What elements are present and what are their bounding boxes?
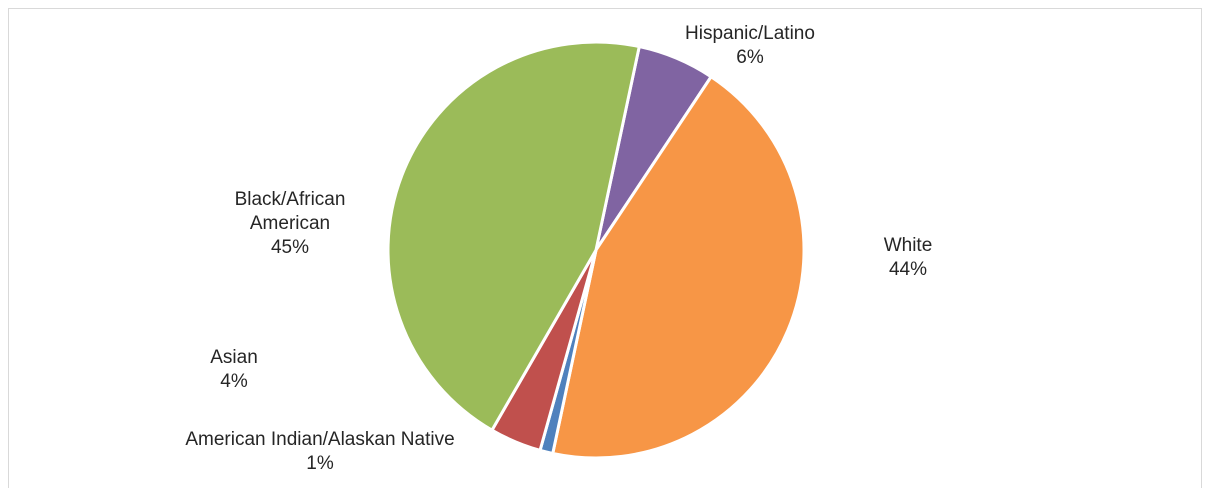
slice-black-african-american — [386, 40, 641, 432]
label-hispanic-latino-name: Hispanic/Latino — [685, 23, 815, 44]
label-black-african-american: Black/African American 45% — [200, 188, 380, 260]
label-asian-pct: 4% — [220, 371, 248, 392]
label-american-indian-pct: 1% — [306, 453, 334, 474]
label-white-name: White — [883, 235, 933, 256]
label-american-indian: American Indian/Alaskan Native 1% — [150, 428, 490, 476]
chart-frame — [8, 8, 1202, 488]
label-black-name-2: American — [249, 213, 331, 234]
label-american-indian-name: American Indian/Alaskan Native — [185, 429, 455, 450]
label-hispanic-latino: Hispanic/Latino 6% — [660, 22, 840, 70]
label-hispanic-latino-pct: 6% — [736, 47, 764, 68]
label-asian: Asian 4% — [184, 346, 284, 394]
label-white-pct: 44% — [888, 259, 928, 280]
label-asian-name: Asian — [210, 347, 258, 368]
slice-white — [551, 75, 806, 460]
label-black-pct: 45% — [270, 237, 310, 258]
label-black-name-1: Black/African — [234, 189, 346, 210]
label-white: White 44% — [858, 234, 958, 282]
